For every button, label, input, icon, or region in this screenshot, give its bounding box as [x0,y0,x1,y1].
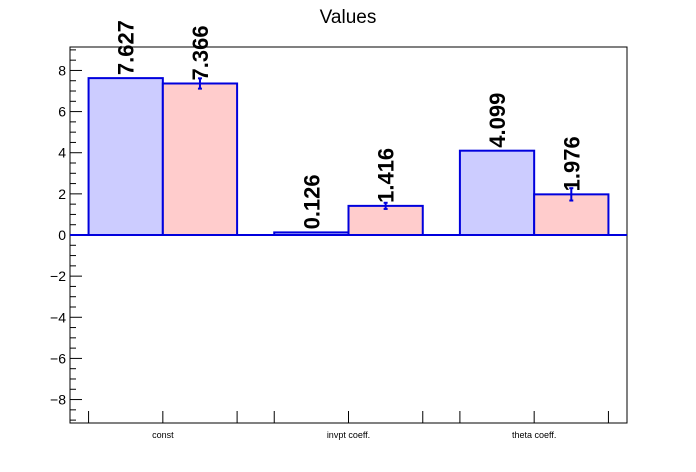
data-label: 7.627 [114,20,139,75]
y-tick-label: −8 [50,392,66,408]
data-label: 1.976 [559,136,584,191]
bar [87,77,164,236]
y-tick-label: 0 [58,227,66,243]
y-tick-label: 4 [58,145,66,161]
y-tick-label: 2 [58,186,66,202]
data-label: 1.416 [374,148,399,203]
y-tick-label: 6 [58,104,66,120]
x-tick-label: invpt coeff. [327,430,370,440]
chart-title: Values [320,7,377,28]
x-tick-label: theta coeff. [512,430,556,440]
y-tick-label: −6 [50,350,66,366]
y-tick-label: 8 [58,62,66,78]
x-tick-label: const [152,430,174,440]
bar [161,82,239,237]
axis-ticks: −8 −6 −4 −2 0 2 4 6 8 const invpt coeff. theta coef… [50,49,609,440]
data-label: 7.366 [188,25,213,80]
bars [87,77,610,237]
data-labels: 7.627 0.126 4.099 7.366 1.416 1.976 [114,20,585,229]
data-label: 0.126 [299,174,324,229]
y-tick-label: −4 [50,309,66,325]
bar [347,204,424,237]
bar [458,149,536,236]
y-tick-label: −2 [50,268,66,284]
data-label: 4.099 [485,93,510,148]
